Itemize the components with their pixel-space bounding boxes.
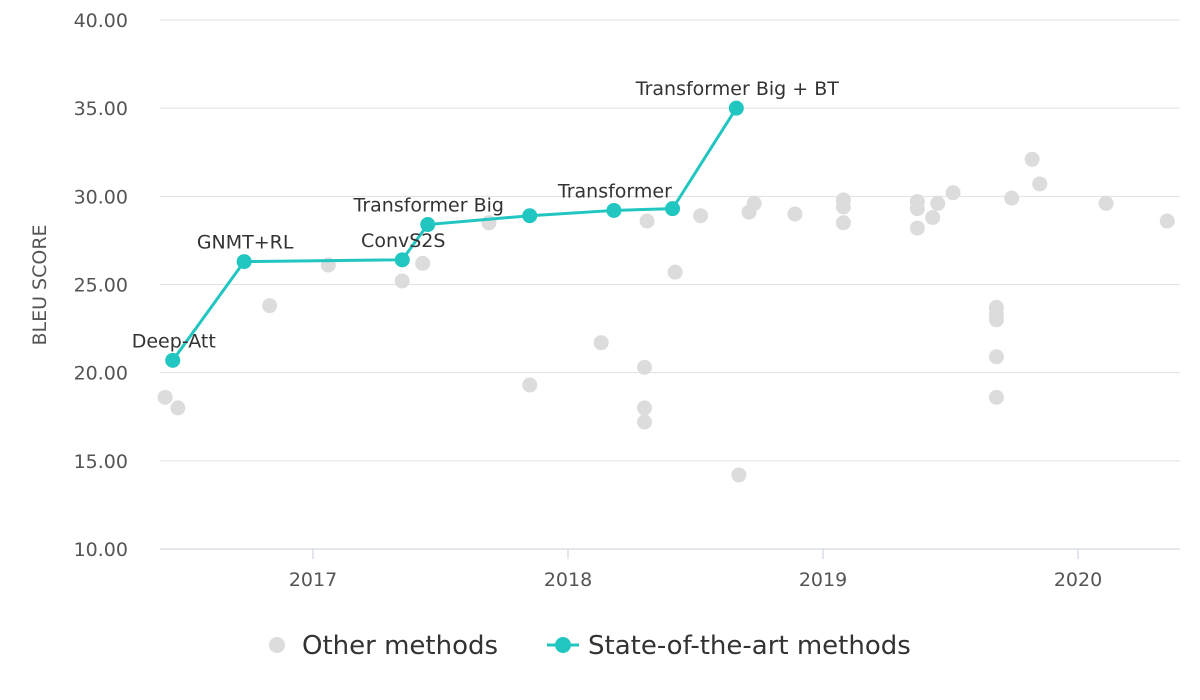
other-method-point[interactable] [639,213,655,229]
other-method-point[interactable] [1032,176,1048,192]
sota-method-point[interactable] [606,202,622,218]
other-method-point[interactable] [637,414,652,430]
x-tick-label: 2020 [1054,569,1102,591]
y-tick-label: 35.00 [74,98,128,120]
legend-item-sota-methods[interactable]: State-of-the-art methods [547,631,911,661]
sota-method-point[interactable] [236,254,252,270]
other-method-point[interactable] [746,195,762,211]
other-method-point[interactable] [170,400,186,416]
other-method-point[interactable] [731,467,747,483]
y-tick-label: 30.00 [74,186,128,208]
y-axis: 10.00 15.00 20.00 25.00 30.00 35.00 40.00 [74,10,128,561]
sota-method-point[interactable] [665,201,681,217]
legend-other-marker [269,637,285,653]
other-method-point[interactable] [835,199,851,215]
legend-other-label: Other methods [302,631,498,661]
sota-point-label: Transformer [557,180,672,202]
sota-method-point[interactable] [728,100,744,116]
other-method-point[interactable] [157,389,173,405]
other-method-point[interactable] [1004,190,1020,206]
other-method-point[interactable] [262,298,278,314]
y-tick-label: 25.00 [74,275,128,297]
other-method-point[interactable] [988,349,1004,365]
sota-methods-series [165,100,744,368]
other-method-point[interactable] [909,220,925,236]
x-axis: 2017 2018 2019 2020 [160,548,1180,591]
y-tick-label: 15.00 [74,451,128,473]
other-method-point[interactable] [1024,151,1040,167]
x-tick-label: 2019 [799,569,847,591]
other-method-point[interactable] [988,389,1004,405]
legend-sota-marker [555,637,571,653]
other-method-point[interactable] [988,312,1004,328]
other-method-point[interactable] [415,255,431,271]
other-method-point[interactable] [667,264,683,280]
other-method-point[interactable] [693,208,709,224]
sota-point-label: GNMT+RL [197,232,294,254]
other-method-point[interactable] [787,206,803,222]
other-method-point[interactable] [1159,213,1175,229]
legend-sota-label: State-of-the-art methods [588,631,911,661]
sota-point-label: Transformer Big [353,195,504,217]
other-method-point[interactable] [835,215,851,231]
other-method-point[interactable] [925,209,941,225]
sota-point-label: ConvS2S [361,230,445,252]
legend: Other methods State-of-the-art methods [269,631,911,661]
other-method-point[interactable] [909,201,925,217]
sota-method-point[interactable] [165,352,181,368]
y-tick-label: 40.00 [74,10,128,32]
sota-point-label: Deep-Att [132,330,216,352]
other-method-point[interactable] [637,359,652,375]
sota-method-point[interactable] [394,252,410,268]
y-tick-label: 10.00 [74,539,128,561]
grid-lines [160,19,1180,550]
y-axis-title: BLEU SCORE [29,224,51,345]
other-method-point[interactable] [1098,195,1114,211]
sota-labels: Deep-Att GNMT+RL ConvS2S Transformer Big Tra… [132,78,840,352]
legend-item-other-methods[interactable]: Other methods [269,631,498,661]
other-method-point[interactable] [930,195,946,211]
other-method-point[interactable] [522,377,538,393]
other-method-point[interactable] [637,400,652,416]
sota-point-label: Transformer Big + BT [635,78,839,100]
x-tick-label: 2017 [289,569,337,591]
x-tick-label: 2018 [544,569,592,591]
other-method-point[interactable] [945,185,961,201]
sota-line [171,107,738,362]
sota-method-point[interactable] [420,217,436,233]
y-tick-label: 20.00 [74,363,128,385]
other-method-point[interactable] [593,335,609,351]
other-method-point[interactable] [394,273,410,289]
sota-method-point[interactable] [522,208,538,224]
